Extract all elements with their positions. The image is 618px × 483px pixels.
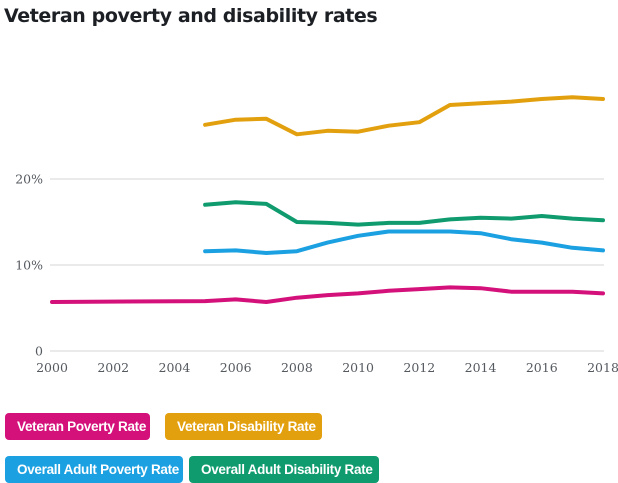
y-tick-label: 0 bbox=[35, 344, 43, 359]
y-tick-label: 20% bbox=[15, 172, 43, 187]
legend-item-overall-adult-disability-rate[interactable]: Overall Adult Disability Rate bbox=[189, 456, 379, 483]
legend-item-overall-adult-poverty-rate[interactable]: Overall Adult Poverty Rate bbox=[5, 456, 183, 483]
line-chart: 0 10% 20% 2000 2002 2004 2006 2008 2010 2012 2014… bbox=[15, 95, 618, 375]
x-tick-label: 2008 bbox=[281, 360, 313, 375]
series-lines bbox=[50, 95, 605, 304]
series-line-overall-adult-poverty-rate bbox=[203, 229, 605, 255]
y-axis-ticks: 0 10% 20% bbox=[15, 172, 43, 359]
series-line-veteran-disability-rate bbox=[203, 95, 605, 137]
x-tick-label: 2014 bbox=[465, 360, 497, 375]
y-tick-label: 10% bbox=[15, 258, 43, 273]
x-tick-label: 2006 bbox=[220, 360, 252, 375]
series-line-overall-adult-disability-rate bbox=[203, 200, 605, 227]
x-tick-label: 2012 bbox=[403, 360, 435, 375]
legend-item-veteran-poverty-rate[interactable]: Veteran Poverty Rate bbox=[5, 413, 150, 440]
chart-title: Veteran poverty and disability rates bbox=[4, 5, 378, 27]
x-tick-label: 2010 bbox=[342, 360, 374, 375]
x-tick-label: 2016 bbox=[526, 360, 558, 375]
x-tick-label: 2018 bbox=[587, 360, 618, 375]
x-tick-label: 2000 bbox=[36, 360, 68, 375]
legend-item-veteran-disability-rate[interactable]: Veteran Disability Rate bbox=[165, 413, 322, 440]
x-axis-ticks: 2000 2002 2004 2006 2008 2010 2012 2014 2016 2018 bbox=[36, 360, 618, 375]
gridlines bbox=[50, 178, 604, 352]
series-line-veteran-poverty-rate bbox=[50, 285, 605, 304]
x-tick-label: 2004 bbox=[159, 360, 191, 375]
x-tick-label: 2002 bbox=[97, 360, 129, 375]
